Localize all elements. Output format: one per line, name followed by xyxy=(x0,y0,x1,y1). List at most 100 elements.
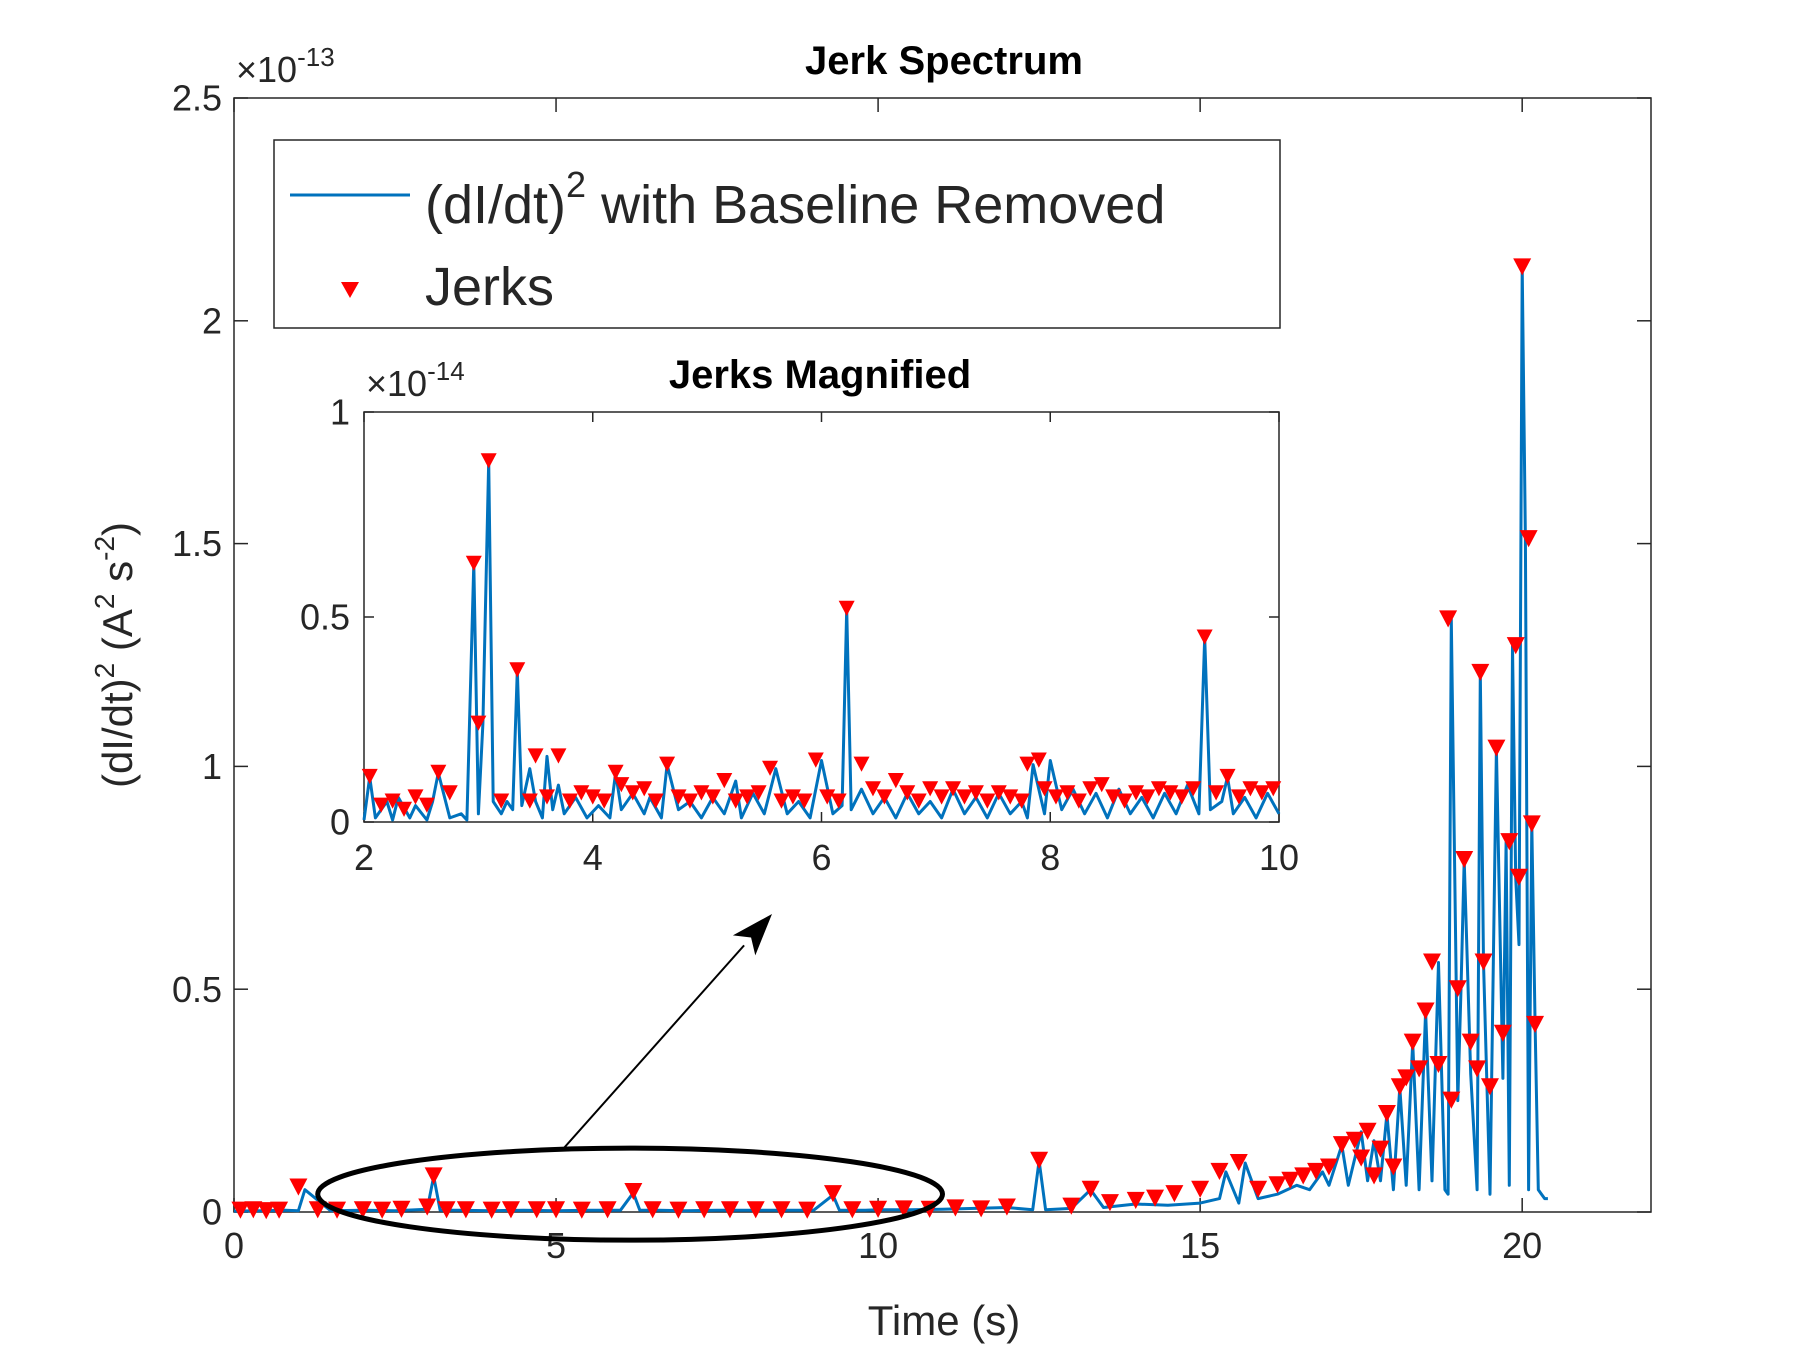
jerk-marker xyxy=(373,1201,392,1219)
magnify-arrow-shaft xyxy=(561,944,745,1151)
jerk-marker xyxy=(231,1201,250,1219)
jerk-marker xyxy=(1461,1033,1480,1051)
jerk-marker xyxy=(396,801,413,817)
jerk-marker xyxy=(1100,1194,1119,1212)
jerk-marker xyxy=(482,1201,501,1219)
jerk-marker xyxy=(899,785,916,801)
jerk-marker xyxy=(539,789,555,805)
jerk-marker xyxy=(1513,258,1532,276)
jerk-marker xyxy=(1365,1167,1384,1185)
jerk-marker xyxy=(1105,789,1122,805)
jerk-marker xyxy=(1493,1024,1512,1042)
main-x-tick-labels: 0 5 10 15 20 xyxy=(224,1225,1542,1266)
jerk-marker xyxy=(843,1201,862,1219)
jerk-marker xyxy=(659,756,676,772)
y-tick-label: 2 xyxy=(202,300,222,341)
jerk-marker xyxy=(945,781,962,797)
jerk-marker xyxy=(1468,1060,1487,1078)
jerk-marker xyxy=(1294,1167,1313,1185)
main-y-axis-label: (dI/dt)2 (A2 s-2) xyxy=(89,522,141,788)
jerk-marker xyxy=(547,1201,566,1219)
jerk-marker xyxy=(441,785,458,801)
jerk-marker xyxy=(1371,1140,1390,1158)
legend-box xyxy=(273,139,1281,329)
jerk-marker xyxy=(693,785,710,801)
jerk-marker xyxy=(1165,1185,1184,1203)
jerk-marker xyxy=(392,1200,411,1218)
x-tick-label: 6 xyxy=(811,837,831,878)
jerk-marker xyxy=(772,1201,791,1219)
inset-y-exponent: ×10-14 xyxy=(366,356,465,404)
jerk-marker xyxy=(418,797,435,813)
jerk-marker xyxy=(1439,610,1458,628)
jerk-marker xyxy=(967,785,984,801)
y-tick-label: 0.5 xyxy=(172,969,222,1010)
jerk-marker xyxy=(493,793,510,809)
jerk-marker xyxy=(1480,1078,1499,1096)
jerk-marker xyxy=(1423,953,1442,971)
main-y-exponent: ×10-13 xyxy=(236,42,335,90)
jerk-marker xyxy=(838,600,855,616)
jerk-marker xyxy=(869,1200,888,1218)
jerk-marker xyxy=(465,555,482,571)
jerk-marker xyxy=(1210,1162,1229,1180)
jerk-marker xyxy=(1319,1158,1338,1176)
jerk-marker xyxy=(894,1200,913,1218)
jerk-marker xyxy=(990,785,1007,801)
jerk-marker xyxy=(762,760,779,776)
jerk-marker xyxy=(1332,1136,1351,1154)
y-tick-label: 0 xyxy=(202,1192,222,1233)
jerk-marker xyxy=(1429,1055,1448,1074)
jerk-marker xyxy=(1265,781,1282,797)
jerk-marker xyxy=(830,793,847,809)
jerk-marker xyxy=(876,789,893,805)
jerk-marker xyxy=(669,1201,688,1219)
jerk-marker xyxy=(1519,530,1538,548)
jerk-marker xyxy=(946,1199,965,1217)
jerk-marker xyxy=(1191,1180,1210,1198)
jerk-marker xyxy=(1126,1191,1145,1209)
jerk-marker xyxy=(373,797,390,813)
jerk-marker xyxy=(573,785,590,801)
jerk-marker xyxy=(1196,629,1213,645)
jerk-marker xyxy=(1030,1151,1049,1169)
jerk-marker xyxy=(607,764,624,780)
jerk-marker xyxy=(584,789,601,805)
jerk-marker xyxy=(424,1167,443,1185)
jerk-marker xyxy=(819,789,836,805)
jerk-marker xyxy=(1062,1197,1081,1215)
jerk-marker xyxy=(1500,833,1519,851)
jerk-marker xyxy=(456,1201,475,1219)
jerk-marker xyxy=(244,1201,263,1219)
y-tick-label: 1.5 xyxy=(172,523,222,564)
inset-jerk-markers xyxy=(361,453,1282,817)
jerk-marker xyxy=(384,793,401,809)
jerk-marker xyxy=(1013,793,1030,809)
jerk-marker xyxy=(1229,1153,1248,1172)
jerk-marker xyxy=(750,785,767,801)
jerk-marker xyxy=(887,773,904,789)
jerk-marker xyxy=(480,453,497,469)
jerk-marker xyxy=(746,1201,765,1219)
jerk-marker xyxy=(418,1198,437,1216)
jerk-marker xyxy=(1522,815,1541,833)
jerk-marker xyxy=(1471,663,1490,681)
jerk-marker xyxy=(647,793,664,809)
jerk-marker xyxy=(430,764,447,780)
x-tick-label: 5 xyxy=(546,1225,566,1266)
jerk-marker xyxy=(784,789,801,805)
jerk-marker xyxy=(509,662,526,678)
jerk-marker xyxy=(636,781,653,797)
jerk-marker xyxy=(670,789,687,805)
jerk-marker xyxy=(1150,781,1167,797)
jerk-marker xyxy=(739,789,756,805)
jerk-marker xyxy=(1162,785,1179,801)
jerk-marker xyxy=(1185,781,1202,797)
x-tick-label: 10 xyxy=(1259,837,1299,878)
jerk-marker xyxy=(716,773,733,789)
jerk-marker xyxy=(824,1185,843,1203)
jerk-marker xyxy=(1249,1180,1268,1198)
y-tick-label: 0 xyxy=(330,802,350,843)
jerk-marker xyxy=(1036,781,1053,797)
jerk-marker xyxy=(1506,637,1525,655)
